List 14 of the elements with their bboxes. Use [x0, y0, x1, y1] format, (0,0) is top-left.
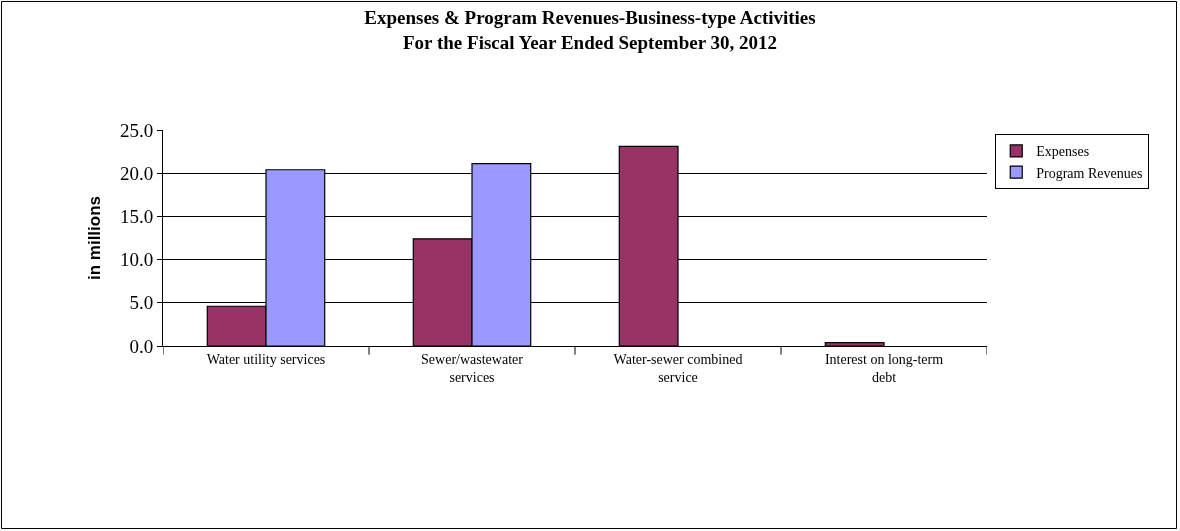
- y-tick-label: 25.0: [119, 119, 154, 141]
- y-tick-label: 15.0: [119, 206, 154, 228]
- legend-label: Expenses: [1036, 144, 1090, 160]
- y-tick-label: 5.0: [129, 292, 154, 314]
- y-tick-label: 0.0: [129, 335, 154, 357]
- chart-title: Expenses & Program Revenues-Business-type Activities For the Fiscal Year Ended September 30, 2012: [364, 6, 816, 53]
- y-tick-label: 20.0: [119, 162, 154, 184]
- y-tick-label: 10.0: [119, 249, 154, 271]
- x-tick-label: Sewer/wastewater services: [421, 351, 524, 385]
- x-tick-label: Interest on long-term debt: [824, 351, 944, 385]
- y-axis-title: in millions: [84, 195, 104, 281]
- x-tick-label: Water utility services: [206, 351, 326, 367]
- x-tick-label: Water-sewer combined service: [613, 351, 743, 385]
- legend-label: Program Revenues: [1036, 165, 1143, 181]
